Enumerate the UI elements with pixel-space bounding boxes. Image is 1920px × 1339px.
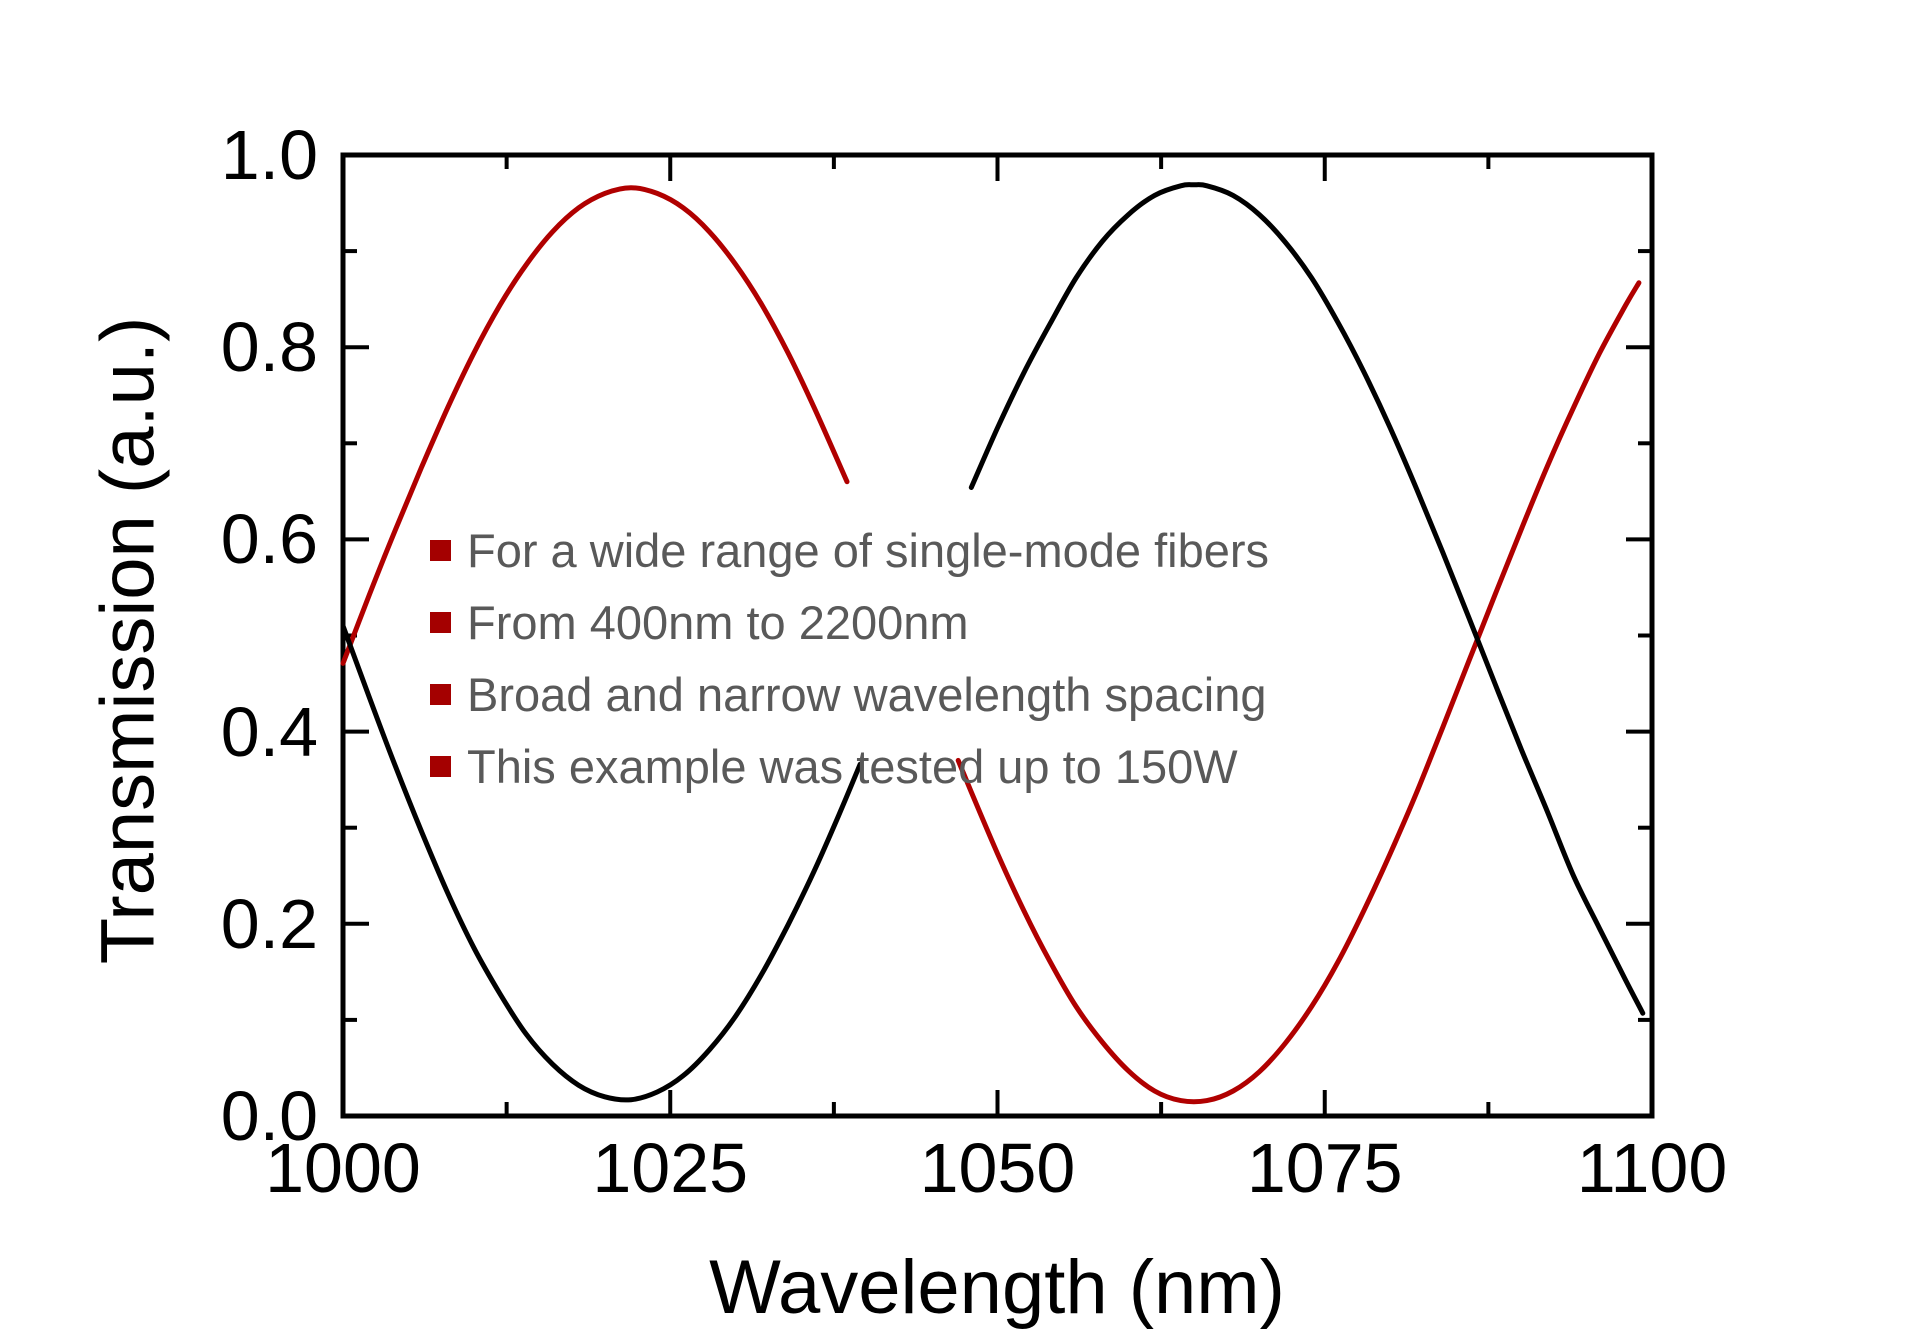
- curve-red-output-port: [955, 280, 1642, 1105]
- bullet-square-icon: [430, 611, 451, 633]
- bullet-square-icon: [430, 539, 451, 561]
- x-tick-label: 1000: [265, 1129, 421, 1207]
- bullet-square-icon: [430, 755, 451, 777]
- curve-red-output-port: [340, 185, 850, 666]
- annotation-list: For a wide range of single-mode fibers Fr…: [430, 514, 1269, 802]
- y-tick-label: 0.6: [220, 500, 318, 579]
- annotation-text: Broad and narrow wavelength spacing: [467, 667, 1267, 721]
- y-tick-label: 1.0: [220, 116, 318, 194]
- y-tick-label: 0.4: [220, 692, 318, 771]
- y-tick-label: 0.8: [220, 308, 318, 387]
- y-tick-label: 0.2: [220, 884, 318, 963]
- bullet-square-icon: [430, 683, 451, 705]
- curve-black-output-port: [340, 623, 863, 1103]
- curve-black-output-port: [968, 182, 1646, 1016]
- x-tick-label: 1025: [592, 1129, 749, 1207]
- annotation-bullet-item: This example was tested up to 150W: [430, 730, 1269, 802]
- x-tick-label: 1100: [1576, 1129, 1728, 1207]
- annotation-bullet-item: For a wide range of single-mode fibers: [430, 514, 1269, 586]
- annotation-bullet-item: From 400nm to 2200nm: [430, 586, 1269, 658]
- x-tick-label: 1050: [919, 1129, 1076, 1207]
- annotation-text: From 400nm to 2200nm: [467, 595, 969, 649]
- annotation-bullet-item: Broad and narrow wavelength spacing: [430, 658, 1269, 730]
- annotation-text: For a wide range of single-mode fibers: [467, 523, 1270, 577]
- x-tick-label: 1075: [1246, 1129, 1403, 1207]
- annotation-text: This example was tested up to 150W: [467, 739, 1238, 793]
- y-tick-label: 0.0: [220, 1077, 318, 1155]
- x-axis-title: Wavelength (nm): [709, 1245, 1285, 1330]
